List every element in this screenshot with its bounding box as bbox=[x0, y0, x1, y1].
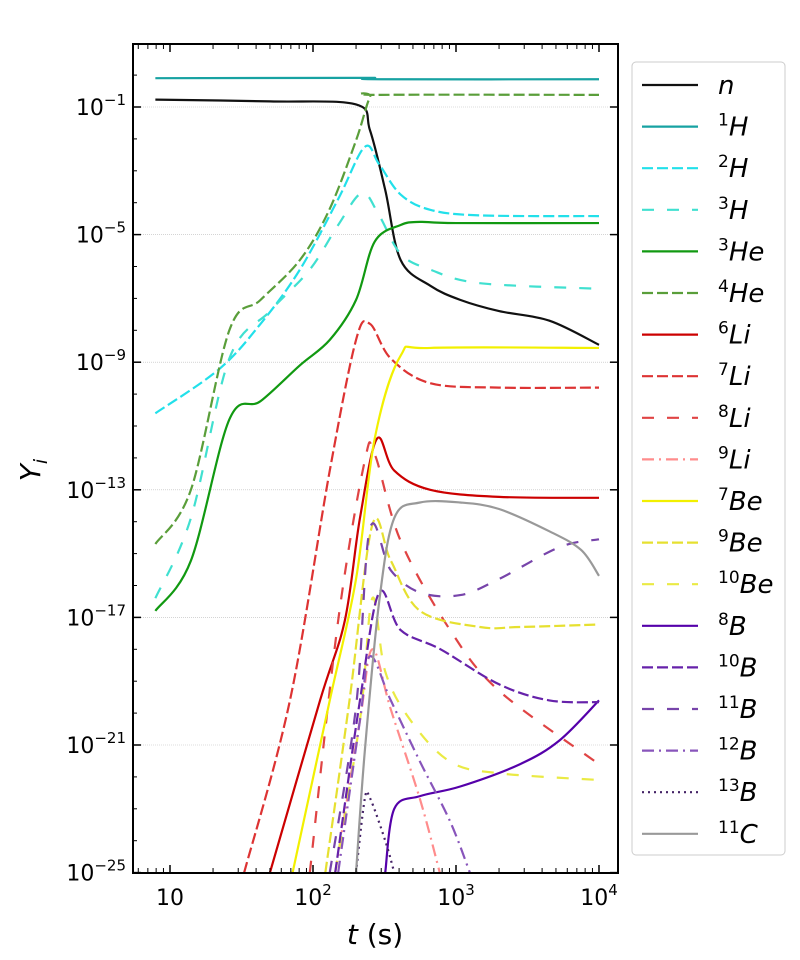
legend-label: 4He bbox=[718, 277, 764, 309]
legend-item-1H: 1H bbox=[642, 111, 748, 143]
series-line-7Be bbox=[291, 345, 600, 873]
legend-label: n bbox=[718, 71, 734, 101]
legend-item-6Li: 6Li bbox=[642, 319, 751, 351]
x-tick-label: 103 bbox=[437, 881, 475, 911]
y-axis-label: Yi bbox=[14, 458, 52, 481]
series-line-12B bbox=[337, 655, 471, 873]
series-line-11C bbox=[354, 499, 600, 873]
legend-item-9Li: 9Li bbox=[642, 443, 751, 475]
legend-item-8B: 8B bbox=[642, 610, 747, 642]
series-line-10B bbox=[334, 589, 600, 873]
legend-item-4He: 4He bbox=[642, 277, 764, 309]
legend-label: 9Li bbox=[718, 443, 751, 475]
series-line-6Li bbox=[268, 436, 600, 873]
series-line-11B bbox=[328, 522, 600, 873]
y-tick-label: 10−1 bbox=[76, 91, 126, 121]
legend-label: 11C bbox=[718, 818, 759, 850]
legend-item-n: n bbox=[642, 71, 734, 101]
legend-item-7Be: 7Be bbox=[642, 485, 763, 517]
y-tick-label: 10−13 bbox=[66, 474, 126, 504]
legend-item-13B: 13B bbox=[642, 776, 757, 808]
legend-label: 6Li bbox=[718, 319, 751, 351]
legend-item-7Li: 7Li bbox=[642, 360, 751, 392]
legend-item-10B: 10B bbox=[642, 651, 757, 683]
legend-frame bbox=[631, 61, 786, 856]
legend-label: 7Be bbox=[718, 485, 763, 517]
legend-item-10Be: 10Be bbox=[642, 568, 773, 600]
legend-label: 1H bbox=[718, 111, 748, 143]
y-tick-label: 10−5 bbox=[76, 219, 126, 249]
grid bbox=[133, 106, 618, 873]
series-line-2H bbox=[154, 144, 600, 415]
legend-label: 10Be bbox=[718, 568, 773, 600]
legend-label: 3H bbox=[718, 194, 748, 226]
series-lines bbox=[154, 76, 600, 873]
x-tick-label: 10 bbox=[156, 886, 184, 911]
x-tick-label: 104 bbox=[580, 881, 618, 911]
legend: n 1H 2H 3H 3He 4He 6Li 7Li 8Li 9Li 7Be 9Be 10Be 8B 10B… bbox=[631, 61, 786, 856]
legend-item-3He: 3He bbox=[642, 235, 764, 267]
legend-label: 7Li bbox=[718, 360, 751, 392]
series-line-7Li bbox=[243, 320, 600, 873]
y-tick-label: 10−9 bbox=[76, 346, 126, 376]
series-line-1H bbox=[155, 76, 600, 81]
series-line-3He bbox=[154, 220, 600, 612]
x-axis-label: t (s) bbox=[347, 918, 403, 951]
legend-item-12B: 12B bbox=[642, 735, 757, 767]
legend-label: 13B bbox=[718, 776, 757, 808]
legend-item-11B: 11B bbox=[642, 693, 757, 725]
legend-item-2H: 2H bbox=[642, 152, 748, 184]
series-line-13B bbox=[354, 790, 396, 873]
legend-item-9Be: 9Be bbox=[642, 527, 763, 559]
legend-label: 9Be bbox=[718, 527, 763, 559]
series-line-8B bbox=[384, 699, 600, 873]
axis-ticks: 10−1 10−5 10−9 10−13 10−17 10−21 10−25 10 102 103… bbox=[66, 44, 618, 911]
legend-label: 2H bbox=[718, 152, 748, 184]
legend-item-11C: 11C bbox=[642, 818, 759, 850]
x-tick-label: 102 bbox=[294, 881, 332, 911]
y-tick-label: 10−21 bbox=[66, 729, 126, 759]
series-line-3H bbox=[154, 191, 600, 599]
legend-label: 8Li bbox=[718, 402, 751, 434]
legend-item-3H: 3H bbox=[642, 194, 748, 226]
legend-item-8Li: 8Li bbox=[642, 402, 751, 434]
series-line-8Li bbox=[308, 441, 600, 873]
legend-label: 8B bbox=[718, 610, 747, 642]
y-tick-label: 10−25 bbox=[66, 857, 126, 887]
series-line-4He bbox=[154, 92, 600, 545]
legend-label: 3He bbox=[718, 235, 764, 267]
legend-label: 11B bbox=[718, 693, 757, 725]
legend-label: 10B bbox=[718, 651, 757, 683]
plot-frame bbox=[132, 43, 619, 874]
legend-label: 12B bbox=[718, 735, 757, 767]
series-line-9Be bbox=[324, 517, 600, 873]
y-tick-label: 10−17 bbox=[66, 601, 126, 631]
